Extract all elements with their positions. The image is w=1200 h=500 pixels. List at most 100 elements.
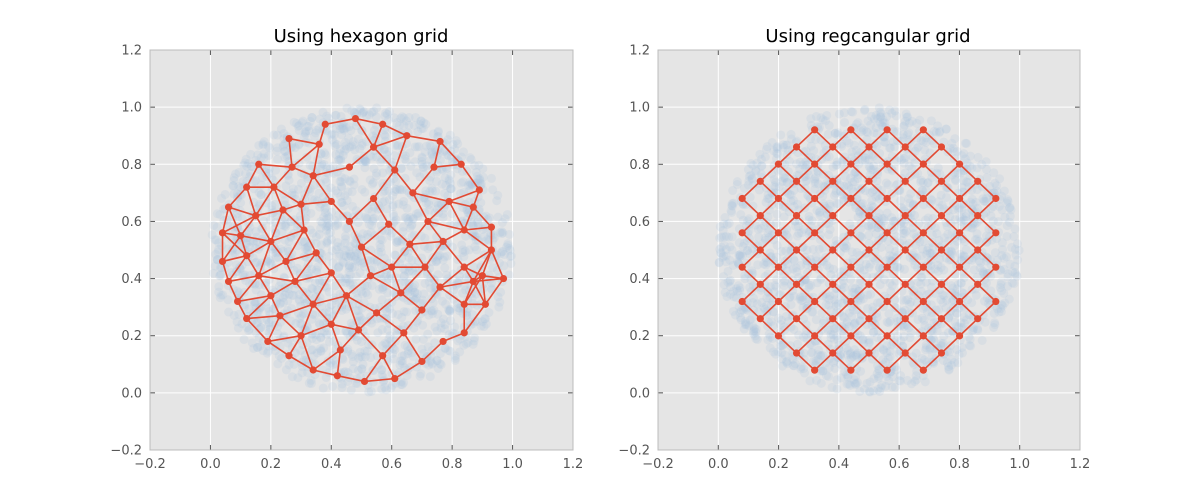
grid-edge [427,220,465,231]
data-point [340,191,350,201]
data-point [391,130,401,140]
data-point [324,212,334,222]
data-point [307,345,317,355]
data-point [937,200,947,210]
data-point [301,207,311,217]
data-point [910,376,920,386]
data-point [373,204,383,214]
data-point [427,149,437,159]
data-point [830,363,840,373]
data-point [421,119,431,129]
data-point [503,240,513,250]
data-point [259,137,269,147]
data-point [471,167,481,177]
data-point [350,251,360,261]
data-point [427,306,437,316]
grid-node [847,366,855,374]
grid-edge [221,206,230,234]
grid-edge [409,240,444,246]
data-point [382,150,392,160]
data-point [362,214,372,224]
data-point [498,246,508,256]
data-point [1000,212,1010,222]
data-point [795,294,805,304]
data-point [391,184,401,194]
data-point [291,318,301,328]
data-point [284,360,294,370]
grid-node [901,280,909,288]
grid-edge [312,166,350,177]
data-point [297,118,307,128]
grid-node [285,134,293,143]
data-point [936,190,946,200]
grid-node [309,172,317,180]
data-point [844,308,854,318]
data-point [874,371,884,381]
grid-edge [222,215,257,234]
grid-node [391,374,399,383]
grid-node [738,229,746,237]
data-point [946,281,956,291]
data-point [463,338,473,348]
data-point [476,321,486,331]
grid-edge [300,175,314,205]
data-point [294,120,304,130]
data-point [736,210,746,220]
chart-title: Using hexagon grid [274,26,449,47]
data-point [343,368,353,378]
data-point [213,247,223,257]
data-point [773,313,783,323]
data-point [311,128,321,138]
data-point [881,256,891,266]
data-point [926,116,936,126]
grid-edge [382,332,405,357]
grid-edge [372,123,384,148]
data-point [389,211,399,221]
grid-edge [270,280,296,297]
data-point [440,320,450,330]
grid-edge [330,295,348,325]
data-point [357,141,367,151]
grid-edge [421,286,441,311]
grid-node [279,206,287,214]
data-point [315,319,325,329]
data-point [348,140,358,150]
data-point [326,130,336,140]
grid-node [327,197,335,206]
data-point [366,227,376,237]
data-point [314,188,324,198]
data-point [333,188,343,198]
data-point [439,203,449,213]
grid-edge [282,209,305,231]
data-point [771,282,781,292]
grid-node [421,263,429,271]
data-point [342,195,352,205]
grid-node [847,332,855,340]
data-point [889,127,899,137]
data-point [366,315,376,325]
data-point [417,156,427,166]
data-point [326,300,336,310]
data-point [405,266,415,276]
data-point [412,209,422,219]
data-point [263,303,273,313]
data-point [228,181,238,191]
data-point [372,168,382,178]
data-point [444,175,454,185]
data-point [460,199,470,209]
data-point [480,314,490,324]
data-point [325,337,335,347]
data-point [997,238,1007,248]
grid-edge [270,295,281,317]
data-point [440,173,450,183]
data-point [718,225,728,235]
data-point [397,253,407,263]
data-point [972,185,982,195]
data-point [376,247,386,257]
data-point [420,278,430,288]
data-point [479,232,489,242]
data-point [252,318,262,328]
grid-node [919,263,927,271]
data-point [973,203,983,213]
data-point [245,172,255,182]
